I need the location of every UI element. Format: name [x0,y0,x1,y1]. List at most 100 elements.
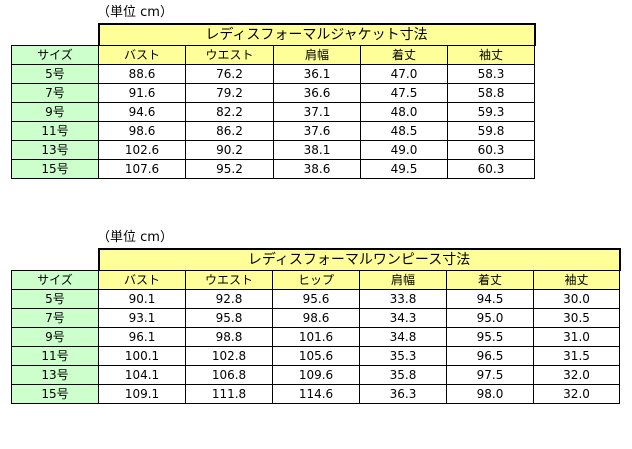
measurement-cell: 94.6 [98,102,186,122]
size-label: 7号 [11,308,99,328]
measurement-cell: 37.1 [273,102,361,122]
measurement-cell: 97.5 [446,365,534,385]
measurement-cell: 59.3 [446,102,536,122]
size-label: 9号 [11,327,99,347]
measurement-cell: 47.5 [360,83,448,103]
measurement-cell: 58.3 [446,64,536,84]
measurement-cell: 82.2 [185,102,274,122]
measurement-cell: 32.0 [532,365,621,385]
size-label: 15号 [11,159,99,179]
size-label: 15号 [11,384,99,404]
size-label: 11号 [11,121,99,141]
size-header: サイズ [11,270,99,290]
measurement-cell: 102.6 [98,140,186,160]
measurement-cell: 30.0 [532,289,621,309]
measurement-cell: 60.3 [446,140,536,160]
measurement-cell: 35.3 [359,346,447,366]
column-header: 袖丈 [446,45,536,65]
measurement-cell: 86.2 [185,121,274,141]
measurement-cell: 95.8 [185,308,273,328]
size-label: 13号 [11,365,99,385]
measurement-cell: 95.2 [185,159,274,179]
column-header: ウエスト [185,270,273,290]
onepiece-title-row: レディスフォーマルワンピース寸法 [12,248,621,271]
table-title: レディスフォーマルジャケット寸法 [97,23,536,46]
table-row: 7号 91.6 79.2 36.6 47.5 58.8 [11,83,536,103]
measurement-cell: 109.1 [98,384,186,404]
measurement-cell: 96.5 [446,346,534,366]
measurement-cell: 49.0 [360,140,448,160]
measurement-cell: 33.8 [359,289,447,309]
measurement-cell: 38.1 [273,140,361,160]
measurement-cell: 96.1 [98,327,186,347]
jacket-unit-label: （単位 cm） [97,5,173,20]
measurement-cell: 95.5 [446,327,534,347]
jacket-header-row: サイズ バスト ウエスト 肩幅 着丈 袖丈 [11,45,536,65]
measurement-cell: 106.8 [185,365,273,385]
table-row: 15号 107.6 95.2 38.6 49.5 60.3 [11,159,536,179]
column-header: 肩幅 [273,45,361,65]
measurement-cell: 100.1 [98,346,186,366]
measurement-cell: 105.6 [272,346,360,366]
measurement-cell: 88.6 [98,64,186,84]
blank-cell [12,24,99,46]
measurement-cell: 98.6 [98,121,186,141]
measurement-cell: 98.0 [446,384,534,404]
column-header: バスト [98,270,186,290]
jacket-title-row: レディスフォーマルジャケット寸法 [12,23,536,46]
measurement-cell: 92.8 [185,289,273,309]
table-row: 11号 100.1 102.8 105.6 35.3 96.5 31.5 [11,346,621,366]
measurement-cell: 36.1 [273,64,361,84]
table-row: 9号 94.6 82.2 37.1 48.0 59.3 [11,102,536,122]
size-header: サイズ [11,45,99,65]
table-row: 7号 93.1 95.8 98.6 34.3 95.0 30.5 [11,308,621,328]
measurement-cell: 32.0 [532,384,621,404]
column-header: 着丈 [446,270,534,290]
measurement-cell: 107.6 [98,159,186,179]
onepiece-size-table: レディスフォーマルワンピース寸法 サイズ バスト ウエスト ヒップ 肩幅 着丈 袖丈 5号 90.… [11,248,621,404]
column-header: ヒップ [272,270,360,290]
measurement-cell: 60.3 [446,159,536,179]
table-title: レディスフォーマルワンピース寸法 [97,248,621,271]
measurement-cell: 31.0 [532,327,621,347]
measurement-cell: 58.8 [446,83,536,103]
table-row: 13号 102.6 90.2 38.1 49.0 60.3 [11,140,536,160]
size-label: 13号 [11,140,99,160]
measurement-cell: 35.8 [359,365,447,385]
blank-cell [12,249,99,271]
column-header: 肩幅 [359,270,447,290]
measurement-cell: 104.1 [98,365,186,385]
measurement-cell: 31.5 [532,346,621,366]
measurement-cell: 98.8 [185,327,273,347]
measurement-cell: 48.5 [360,121,448,141]
table-row: 5号 90.1 92.8 95.6 33.8 94.5 30.0 [11,289,621,309]
size-label: 7号 [11,83,99,103]
size-label: 11号 [11,346,99,366]
size-label: 5号 [11,289,99,309]
column-header: 袖丈 [532,270,621,290]
measurement-cell: 114.6 [272,384,360,404]
measurement-cell: 34.8 [359,327,447,347]
measurement-cell: 90.2 [185,140,274,160]
column-header: バスト [98,45,186,65]
measurement-cell: 94.5 [446,289,534,309]
onepiece-header-row: サイズ バスト ウエスト ヒップ 肩幅 着丈 袖丈 [11,270,621,290]
measurement-cell: 109.6 [272,365,360,385]
measurement-cell: 98.6 [272,308,360,328]
measurement-cell: 37.6 [273,121,361,141]
table-row: 15号 109.1 111.8 114.6 36.3 98.0 32.0 [11,384,621,404]
measurement-cell: 49.5 [360,159,448,179]
measurement-cell: 30.5 [532,308,621,328]
measurement-cell: 93.1 [98,308,186,328]
measurement-cell: 90.1 [98,289,186,309]
measurement-cell: 101.6 [272,327,360,347]
measurement-cell: 102.8 [185,346,273,366]
table-row: 11号 98.6 86.2 37.6 48.5 59.8 [11,121,536,141]
measurement-cell: 34.3 [359,308,447,328]
table-row: 13号 104.1 106.8 109.6 35.8 97.5 32.0 [11,365,621,385]
size-label: 9号 [11,102,99,122]
measurement-cell: 47.0 [360,64,448,84]
measurement-cell: 111.8 [185,384,273,404]
measurement-cell: 91.6 [98,83,186,103]
size-label: 5号 [11,64,99,84]
